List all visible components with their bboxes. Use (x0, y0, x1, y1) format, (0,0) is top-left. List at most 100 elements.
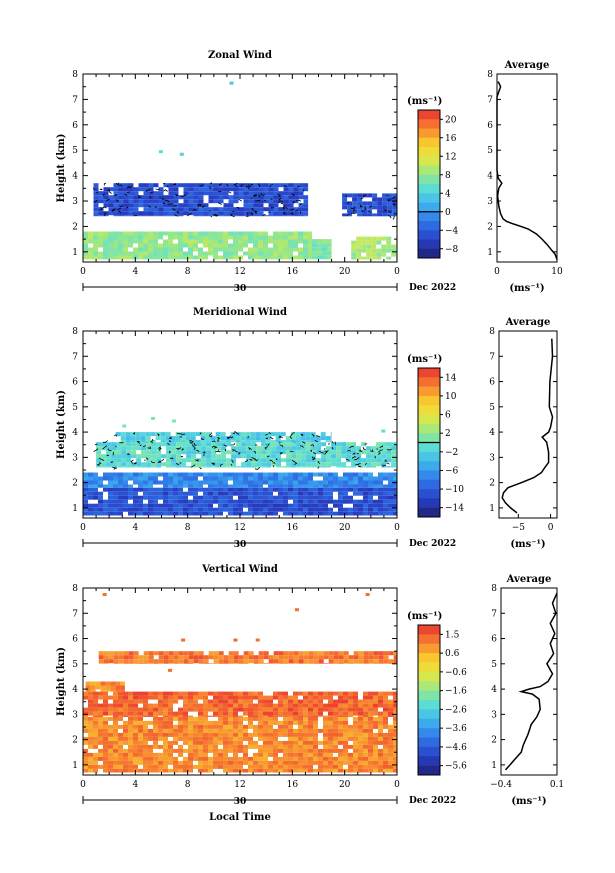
heatmap-cell (153, 764, 158, 769)
heatmap-cell (391, 462, 397, 467)
heatmap-cell (308, 756, 313, 761)
heatmap-cell (343, 732, 348, 737)
heatmap-cell (85, 685, 91, 690)
heatmap-cell (168, 724, 173, 729)
heatmap-cell (383, 655, 389, 660)
heatmap-cell (258, 716, 263, 721)
heatmap-cell (341, 442, 347, 447)
heatmap-cell (368, 764, 373, 769)
heatmap-cell (356, 450, 362, 455)
heatmap-cell (276, 466, 282, 468)
heatmap-cell (218, 495, 223, 500)
heatmap-cell (238, 760, 243, 765)
heatmap-cell (293, 239, 298, 244)
heatmap-cell (183, 655, 189, 660)
heatmap-cell (103, 764, 108, 769)
heatmap-cell (313, 484, 318, 488)
heatmap-cell (126, 450, 132, 455)
heatmap-cell (383, 484, 388, 488)
heatmap-cell (123, 195, 129, 200)
heatmap-cell (103, 487, 108, 492)
heatmap-cell (333, 728, 338, 733)
heatmap-cell (368, 491, 373, 496)
heatmap-cell (85, 689, 91, 692)
colorbar-segment (418, 377, 440, 387)
heatmap-cell (93, 764, 98, 769)
heatmap-cell (258, 235, 263, 240)
heatmap-cell (113, 183, 119, 188)
heatmap-cell (347, 209, 353, 214)
heatmap-cell (198, 663, 204, 664)
heatmap-cell (241, 466, 247, 468)
heatmap-cell (83, 695, 88, 700)
heatmap-cell (203, 255, 208, 260)
heatmap-cell (342, 205, 348, 210)
heatmap-cell (293, 487, 298, 492)
heatmap-cell (188, 183, 194, 188)
heatmap-speck (102, 593, 107, 597)
heatmap-cell (118, 740, 123, 745)
heatmap-cell (163, 183, 169, 188)
heatmap-cell (223, 499, 228, 504)
heatmap-cell (103, 695, 108, 700)
contour-line (113, 430, 320, 444)
heatmap-cell (377, 197, 383, 202)
heatmap-cell (278, 491, 283, 496)
heatmap-cell (198, 207, 204, 212)
heatmap-cell (188, 760, 193, 765)
heatmap-cell (93, 183, 99, 188)
heatmap-cell (313, 651, 319, 656)
heatmap-cell (283, 659, 289, 664)
heatmap-cell (88, 691, 93, 696)
heatmap-cell (293, 752, 298, 757)
heatmap-cell (363, 503, 368, 508)
profile-y-tick-label: 2 (491, 736, 497, 746)
heatmap-cell (353, 744, 358, 749)
heatmap-cell (118, 191, 124, 196)
heatmap-cell (213, 728, 218, 733)
heatmap-cell (308, 511, 313, 516)
heatmap-cell (143, 655, 149, 660)
heatmap-cell (343, 711, 348, 716)
heatmap-cell (288, 484, 293, 488)
heatmap-cell (263, 187, 269, 192)
heatmap-cell (191, 454, 197, 459)
heatmap-cell (278, 195, 284, 200)
colorbar-tick-label: −4 (445, 226, 459, 236)
heatmap-cell (168, 659, 174, 664)
heatmap-cell (203, 235, 208, 240)
heatmap-cell (298, 659, 304, 664)
heatmap-cell (173, 191, 179, 196)
heatmap-cell (263, 655, 269, 660)
heatmap-cell (128, 255, 133, 260)
heatmap-cell (378, 764, 383, 769)
heatmap-cell (368, 472, 373, 477)
heatmap-cell (293, 499, 298, 504)
heatmap-cell (228, 503, 233, 508)
heatmap-cell (108, 239, 113, 244)
heatmap-cell (275, 436, 281, 441)
heatmap-cell (188, 243, 193, 248)
heatmap-cell (200, 436, 206, 441)
heatmap-cell (347, 193, 353, 198)
heatmap-region (83, 231, 312, 260)
heatmap-cell (213, 703, 218, 708)
heatmap-cell (201, 454, 207, 459)
heatmap-cell (165, 436, 171, 441)
heatmap-cell (358, 728, 363, 733)
heatmap-cell (133, 756, 138, 761)
heatmap-cell (372, 193, 378, 198)
heatmap-cell (248, 720, 253, 725)
heatmap-cell (368, 715, 373, 717)
heatmap-cell (83, 503, 88, 508)
heatmap-cell (393, 703, 397, 708)
colorbar-segment (418, 423, 440, 434)
heatmap-cell (288, 207, 294, 212)
heatmap-cell (243, 716, 248, 721)
heatmap-cell (238, 728, 243, 733)
heatmap-cell (120, 681, 125, 686)
heatmap-cell (363, 484, 368, 488)
heatmap-cell (278, 760, 283, 765)
heatmap-cell (263, 724, 268, 729)
heatmap-cell (223, 736, 228, 741)
